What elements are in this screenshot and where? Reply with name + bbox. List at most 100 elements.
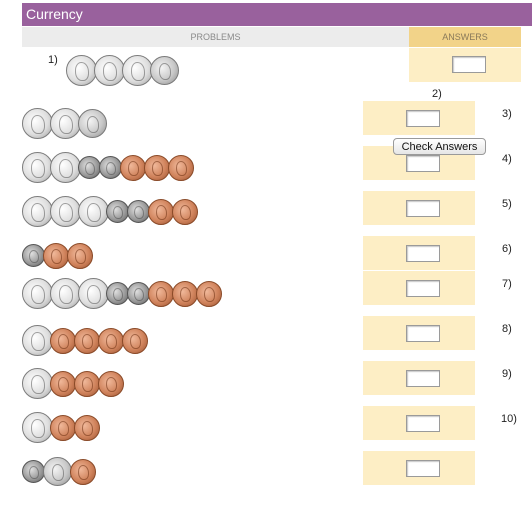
quarter-coin xyxy=(78,196,109,227)
penny-portrait xyxy=(179,286,192,303)
penny-portrait xyxy=(179,204,192,221)
penny-portrait xyxy=(105,333,118,350)
problem-number: 9) xyxy=(502,368,512,380)
problem-number: 1) xyxy=(48,54,58,66)
penny-coin xyxy=(43,242,69,269)
quarter-coin xyxy=(50,152,81,183)
answer-cell-8 xyxy=(363,361,475,395)
penny-coin xyxy=(122,327,148,354)
penny-portrait xyxy=(57,420,70,437)
quarter-coin xyxy=(66,55,97,86)
penny-portrait xyxy=(175,160,188,177)
quarter-portrait xyxy=(31,419,45,438)
quarter-portrait xyxy=(103,62,117,81)
answer-cell-1 xyxy=(409,48,521,82)
penny-portrait xyxy=(155,286,168,303)
penny-portrait xyxy=(127,160,140,177)
penny-coin xyxy=(50,327,76,354)
quarter-coin xyxy=(50,278,81,309)
quarter-coin xyxy=(94,55,125,86)
dime-coin xyxy=(99,156,122,179)
penny-portrait xyxy=(77,464,90,481)
quarter-coin xyxy=(50,196,81,227)
penny-portrait xyxy=(74,248,87,265)
problem-number: 10) xyxy=(501,413,517,425)
quarter-coin xyxy=(22,368,53,399)
penny-coin xyxy=(148,198,174,225)
dime-portrait xyxy=(112,205,124,220)
nickel-coin xyxy=(150,56,179,85)
problems-header: PROBLEMS xyxy=(22,27,409,47)
quarter-portrait xyxy=(87,203,101,222)
answer-input-6[interactable] xyxy=(406,280,440,297)
quarter-coin xyxy=(22,278,53,309)
dime-portrait xyxy=(28,249,40,264)
quarter-coin xyxy=(78,278,109,309)
answer-input-10[interactable] xyxy=(406,460,440,477)
dime-portrait xyxy=(28,465,40,480)
quarter-coin xyxy=(22,325,53,356)
penny-portrait xyxy=(81,333,94,350)
penny-coin xyxy=(50,414,76,441)
dime-portrait xyxy=(105,161,117,176)
quarter-portrait xyxy=(31,285,45,304)
problem-number: 2) xyxy=(432,88,442,100)
problem-number: 5) xyxy=(502,198,512,210)
nickel-portrait xyxy=(51,463,65,482)
penny-portrait xyxy=(151,160,164,177)
answer-input-1[interactable] xyxy=(452,56,486,73)
quarter-portrait xyxy=(131,62,145,81)
quarter-coin xyxy=(22,108,53,139)
penny-coin xyxy=(50,370,76,397)
answer-input-5[interactable] xyxy=(406,245,440,262)
quarter-portrait xyxy=(59,159,73,178)
nickel-portrait xyxy=(86,115,100,134)
nickel-coin xyxy=(78,109,107,138)
answer-cell-6 xyxy=(363,271,475,305)
answer-cell-2 xyxy=(363,101,475,135)
answer-input-3[interactable] xyxy=(406,155,440,172)
page-title: Currency xyxy=(22,3,532,26)
penny-coin xyxy=(70,458,96,485)
quarter-portrait xyxy=(31,115,45,134)
answer-cell-5 xyxy=(363,236,475,270)
quarter-portrait xyxy=(31,159,45,178)
answers-header: ANSWERS xyxy=(409,27,521,47)
dime-coin xyxy=(106,282,129,305)
penny-portrait xyxy=(105,376,118,393)
penny-coin xyxy=(148,280,174,307)
answer-input-7[interactable] xyxy=(406,325,440,342)
dime-portrait xyxy=(112,287,124,302)
answer-cell-10 xyxy=(363,451,475,485)
penny-portrait xyxy=(81,420,94,437)
quarter-portrait xyxy=(75,62,89,81)
dime-portrait xyxy=(133,205,145,220)
dime-coin xyxy=(127,282,150,305)
quarter-coin xyxy=(22,196,53,227)
quarter-coin xyxy=(22,412,53,443)
problem-number: 7) xyxy=(502,278,512,290)
quarter-coin xyxy=(50,108,81,139)
penny-coin xyxy=(98,327,124,354)
quarter-coin xyxy=(22,152,53,183)
nickel-portrait xyxy=(158,62,172,81)
problem-number: 3) xyxy=(502,108,512,120)
penny-portrait xyxy=(203,286,216,303)
dime-coin xyxy=(22,244,45,267)
check-answers-button[interactable]: Check Answers xyxy=(393,138,486,155)
answer-input-2[interactable] xyxy=(406,110,440,127)
penny-coin xyxy=(120,154,146,181)
penny-coin xyxy=(168,154,194,181)
penny-coin xyxy=(172,198,198,225)
penny-portrait xyxy=(50,248,63,265)
penny-coin xyxy=(74,370,100,397)
penny-portrait xyxy=(155,204,168,221)
answer-input-9[interactable] xyxy=(406,415,440,432)
problem-number: 6) xyxy=(502,243,512,255)
penny-coin xyxy=(98,370,124,397)
quarter-portrait xyxy=(59,115,73,134)
dime-coin xyxy=(106,200,129,223)
answer-input-8[interactable] xyxy=(406,370,440,387)
answer-input-4[interactable] xyxy=(406,200,440,217)
nickel-coin xyxy=(43,457,72,486)
